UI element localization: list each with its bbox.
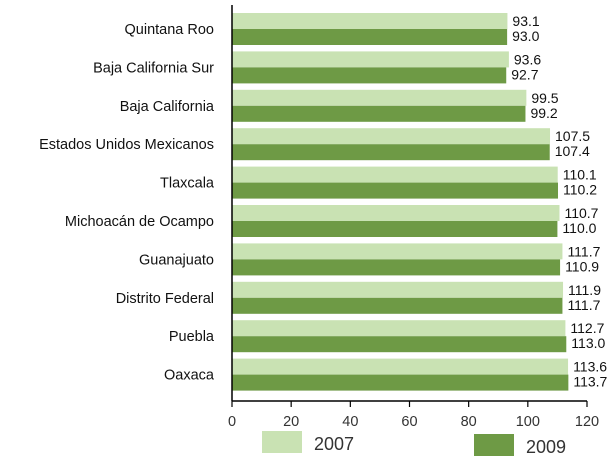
x-tick-label-60: 60 xyxy=(401,414,417,430)
value-label-2007-oaxaca: 113.6 xyxy=(573,359,607,375)
bar-2007-tlaxcala xyxy=(232,166,558,183)
value-label-2009-michoacan-de-ocampo: 110.0 xyxy=(562,220,596,236)
bar-2007-michoacan-de-ocampo xyxy=(232,205,560,221)
category-label-distrito-federal: Distrito Federal xyxy=(116,291,214,307)
legend-swatch-2007 xyxy=(262,431,302,453)
bar-2009-estados-unidos-mexicanos xyxy=(232,144,550,161)
value-label-2007-tlaxcala: 110.1 xyxy=(563,167,597,183)
category-label-puebla: Puebla xyxy=(169,329,215,345)
x-tick-label-0: 0 xyxy=(228,414,236,430)
value-label-2007-baja-california: 99.5 xyxy=(531,90,558,106)
x-tick-label-80: 80 xyxy=(461,414,477,430)
bar-2009-oaxaca xyxy=(232,374,569,391)
legend-label-2009: 2009 xyxy=(526,437,566,457)
category-label-oaxaca: Oaxaca xyxy=(164,368,215,384)
value-label-2007-estados-unidos-mexicanos: 107.5 xyxy=(555,128,590,144)
category-label-baja-california-sur: Baja California Sur xyxy=(93,60,214,76)
bar-2007-baja-california-sur xyxy=(232,51,509,68)
value-label-2007-michoacan-de-ocampo: 110.7 xyxy=(564,205,598,221)
x-axis: 0 20 40 60 80 100 120 xyxy=(228,5,599,430)
value-label-2009-oaxaca: 113.7 xyxy=(573,374,607,390)
category-label-estados-unidos-mexicanos: Estados Unidos Mexicanos xyxy=(39,137,214,153)
legend: 2007 2009 xyxy=(262,431,566,457)
bar-2009-baja-california xyxy=(232,105,526,122)
bar-2009-guanajuato xyxy=(232,259,561,276)
x-tick-label-40: 40 xyxy=(342,414,358,430)
bar-2007-puebla xyxy=(232,320,566,337)
legend-label-2007: 2007 xyxy=(314,434,354,454)
bar-2007-quintana-roo xyxy=(232,13,508,29)
bar-2009-tlaxcala xyxy=(232,182,559,199)
bar-2009-baja-california-sur xyxy=(232,67,507,84)
value-label-2007-puebla: 112.7 xyxy=(570,320,604,336)
x-tick-label-20: 20 xyxy=(283,414,299,430)
value-label-2007-baja-california-sur: 93.6 xyxy=(514,51,541,67)
legend-swatch-2009 xyxy=(474,434,514,456)
category-label-guanajuato: Guanajuato xyxy=(139,252,214,268)
value-label-2009-quintana-roo: 93.0 xyxy=(512,28,539,44)
bar-2007-guanajuato xyxy=(232,243,563,260)
bar-2007-estados-unidos-mexicanos xyxy=(232,128,551,145)
bars-layer xyxy=(232,13,569,391)
x-tick-label-100: 100 xyxy=(516,414,540,430)
category-label-quintana-roo: Quintana Roo xyxy=(125,22,214,38)
value-label-2009-distrito-federal: 111.7 xyxy=(567,297,600,313)
value-label-2007-guanajuato: 111.7 xyxy=(567,243,600,259)
value-label-2009-baja-california: 99.2 xyxy=(530,105,557,121)
category-label-tlaxcala: Tlaxcala xyxy=(160,176,215,192)
category-label-baja-california: Baja California xyxy=(120,99,215,115)
value-label-2009-baja-california-sur: 92.7 xyxy=(511,66,538,82)
bar-2009-michoacan-de-ocampo xyxy=(232,221,558,237)
value-label-2007-distrito-federal: 111.9 xyxy=(568,282,601,298)
bar-2009-quintana-roo xyxy=(232,29,508,45)
x-tick-label-120: 120 xyxy=(575,414,599,430)
bar-2009-distrito-federal xyxy=(232,297,563,314)
labels-layer: Quintana Roo 93.193.0 Baja California Sur 9… xyxy=(39,13,607,390)
bar-2009-puebla xyxy=(232,336,567,353)
category-label-michoacan-de-ocampo: Michoacán de Ocampo xyxy=(65,214,214,230)
bar-2007-baja-california xyxy=(232,89,527,106)
bar-2007-oaxaca xyxy=(232,358,569,375)
value-label-2009-tlaxcala: 110.2 xyxy=(563,182,597,198)
value-label-2007-quintana-roo: 93.1 xyxy=(512,13,539,29)
value-label-2009-puebla: 113.0 xyxy=(571,335,605,351)
bar-2007-distrito-federal xyxy=(232,281,564,298)
value-label-2009-guanajuato: 110.9 xyxy=(565,258,599,274)
value-label-2009-estados-unidos-mexicanos: 107.4 xyxy=(555,143,590,159)
